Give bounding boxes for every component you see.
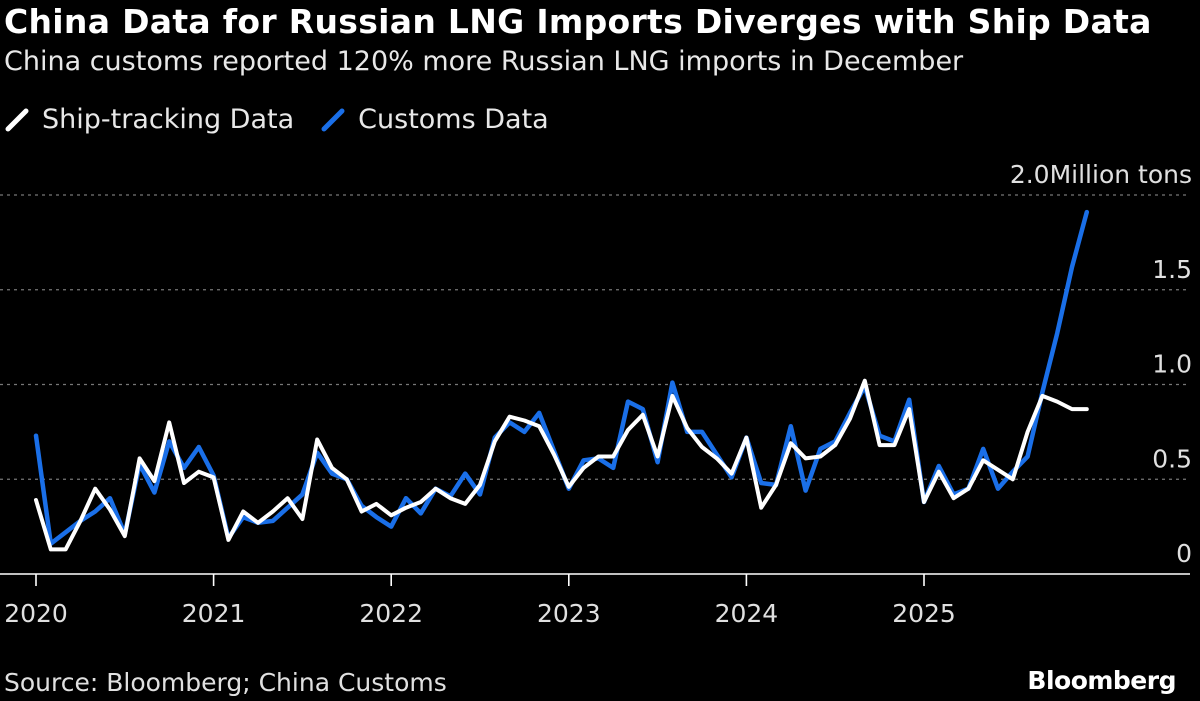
x-tick-label: 2020 (4, 599, 68, 628)
chart-subtitle: China customs reported 120% more Russian… (4, 46, 964, 77)
legend: Ship-tracking Data Customs Data (4, 104, 575, 135)
x-tick-label: 2023 (537, 599, 601, 628)
y-tick-label: 0.5 (1152, 444, 1192, 473)
x-tick-label: 2024 (715, 599, 779, 628)
y-tick-label: 1.0 (1152, 350, 1192, 379)
legend-label-ship: Ship-tracking Data (42, 104, 295, 135)
bloomberg-logo: Bloomberg (1027, 666, 1176, 695)
x-tick-label: 2025 (892, 599, 956, 628)
line-chart: 2.0Million tons 1.5 1.0 0.5 0 2020 2021 2022 202… (0, 160, 1192, 628)
y-tick-label: 0 (1176, 539, 1192, 568)
x-tick-label: 2021 (182, 599, 246, 628)
source-note: Source: Bloomberg; China Customs (4, 668, 447, 697)
y-tick-label: 2.0Million tons (1010, 160, 1192, 189)
legend-swatch-ship (5, 108, 29, 131)
x-tick-label: 2022 (359, 599, 423, 628)
y-tick-label: 1.5 (1152, 255, 1192, 284)
chart-title: China Data for Russian LNG Imports Diver… (4, 2, 1152, 41)
legend-item-ship: Ship-tracking Data (4, 104, 294, 135)
series-line-ship-tracking (34, 378, 1089, 552)
legend-swatch-customs (321, 108, 345, 131)
legend-label-customs: Customs Data (358, 104, 549, 135)
legend-item-customs: Customs Data (320, 104, 549, 135)
